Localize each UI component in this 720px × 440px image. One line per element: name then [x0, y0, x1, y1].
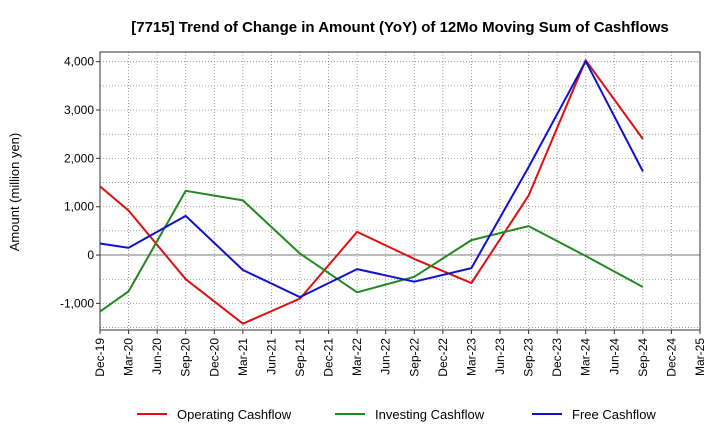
y-tick-label: -1,000: [60, 296, 94, 310]
series-line-investing-cashflow: [99, 189, 644, 313]
x-tick-label: Sep-22: [407, 338, 421, 377]
x-tick-label: Jun-21: [264, 338, 278, 375]
legend: Operating Cashflow Investing Cashflow Free…: [137, 407, 656, 422]
y-tick-label: 3,000: [64, 103, 94, 117]
legend-label: Investing Cashflow: [375, 407, 485, 422]
x-tick-label: Mar-22: [350, 338, 364, 376]
y-tick-label: 2,000: [64, 151, 94, 165]
x-tick-label: Sep-21: [293, 338, 307, 377]
y-axis-label: Amount (million yen): [7, 133, 22, 252]
x-tick-label: Jun-22: [379, 338, 393, 375]
y-tick-label: 4,000: [64, 55, 94, 69]
series-lines: [99, 59, 644, 325]
x-tick-label: Sep-23: [522, 338, 536, 377]
x-tick-label: Sep-20: [179, 338, 193, 377]
x-tick-label: Dec-23: [550, 338, 564, 377]
x-tick-label: Dec-22: [436, 338, 450, 377]
x-tick-label: Jun-20: [150, 338, 164, 375]
plot-frame: [99, 51, 701, 331]
x-tick-label: Dec-24: [664, 338, 678, 377]
legend-item: Operating Cashflow: [137, 407, 292, 422]
x-tick-label: Mar-25: [693, 338, 707, 376]
chart-title: [7715] Trend of Change in Amount (YoY) o…: [131, 19, 669, 36]
series-line-free-cashflow: [99, 60, 644, 299]
x-tick-label: Mar-24: [579, 338, 593, 376]
y-tick-label: 0: [87, 248, 94, 262]
x-tick-label: Jun-24: [607, 338, 621, 375]
x-tick-label: Mar-21: [236, 338, 250, 376]
x-tick-label: Jun-23: [493, 338, 507, 375]
y-tick-label: 1,000: [64, 200, 94, 214]
legend-label: Free Cashflow: [572, 407, 656, 422]
x-tick-label: Dec-19: [93, 338, 107, 377]
x-tick-label: Sep-24: [636, 338, 650, 377]
x-tick-label: Mar-20: [122, 338, 136, 376]
axes: -1,000 0 1,000 2,000 3,000 4,000 Dec-19 Mar-20 J…: [60, 51, 707, 377]
x-tick-label: Dec-20: [207, 338, 221, 377]
legend-label: Operating Cashflow: [177, 407, 292, 422]
legend-item: Free Cashflow: [532, 407, 656, 422]
legend-item: Investing Cashflow: [335, 407, 485, 422]
x-tick-label: Dec-21: [322, 338, 336, 377]
series-line-operating-cashflow: [99, 59, 644, 325]
x-tick-label: Mar-23: [464, 338, 478, 376]
